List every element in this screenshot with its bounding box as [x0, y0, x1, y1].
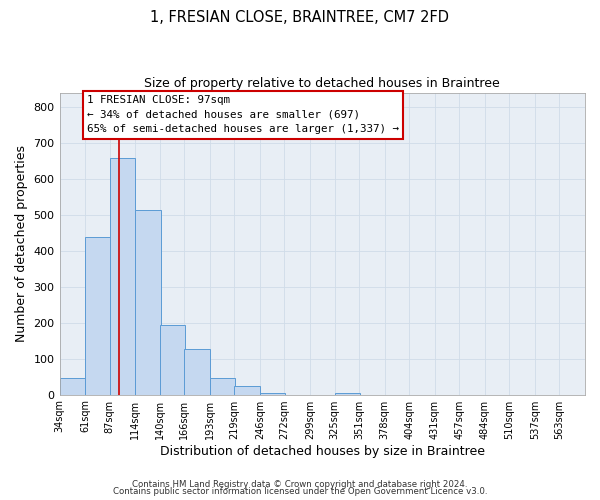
Bar [59, 378, 85, 394]
Bar [210, 378, 235, 394]
X-axis label: Distribution of detached houses by size in Braintree: Distribution of detached houses by size … [160, 444, 485, 458]
Text: 1, FRESIAN CLOSE, BRAINTREE, CM7 2FD: 1, FRESIAN CLOSE, BRAINTREE, CM7 2FD [151, 10, 449, 25]
Bar [85, 236, 110, 394]
Y-axis label: Number of detached properties: Number of detached properties [15, 146, 28, 342]
Bar [184, 349, 210, 395]
Bar [135, 210, 161, 394]
Text: Contains HM Land Registry data © Crown copyright and database right 2024.: Contains HM Land Registry data © Crown c… [132, 480, 468, 489]
Text: 1 FRESIAN CLOSE: 97sqm
← 34% of detached houses are smaller (697)
65% of semi-de: 1 FRESIAN CLOSE: 97sqm ← 34% of detached… [87, 95, 399, 134]
Title: Size of property relative to detached houses in Braintree: Size of property relative to detached ho… [145, 78, 500, 90]
Bar [335, 393, 360, 394]
Bar [260, 393, 286, 394]
Bar [160, 326, 185, 394]
Bar [235, 386, 260, 394]
Bar [110, 158, 135, 394]
Text: Contains public sector information licensed under the Open Government Licence v3: Contains public sector information licen… [113, 488, 487, 496]
